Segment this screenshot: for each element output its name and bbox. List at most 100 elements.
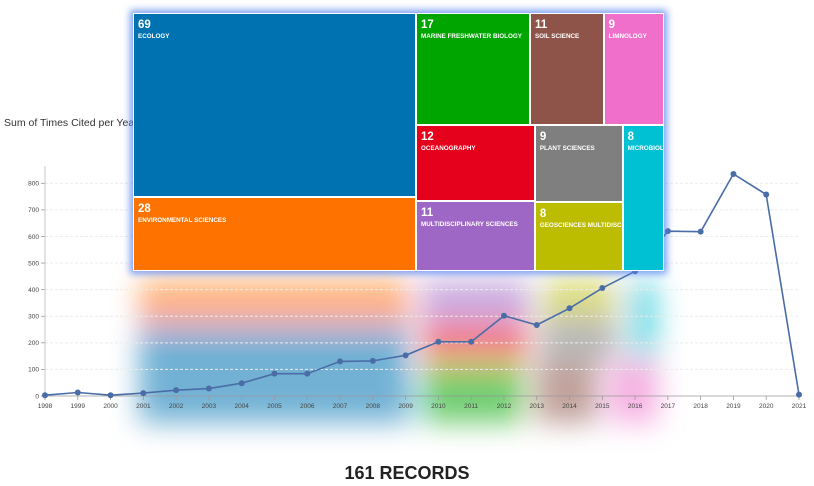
x-tick-label: 2011 xyxy=(464,403,478,410)
treemap-cell-label: ENVIRONMENTAL SCIENCES xyxy=(138,216,227,224)
reflection-blob xyxy=(422,281,529,320)
y-tick-label: 300 xyxy=(28,314,39,321)
data-point[interactable] xyxy=(173,387,180,394)
treemap-cell-label: SOIL SCIENCE xyxy=(534,33,580,40)
x-tick-label: 2004 xyxy=(234,403,249,410)
x-tick-label: 2013 xyxy=(530,403,545,410)
data-point[interactable] xyxy=(533,322,540,329)
x-tick-label: 2017 xyxy=(661,403,676,410)
x-tick-label: 2007 xyxy=(333,403,348,410)
reflection-blob xyxy=(422,361,524,423)
x-tick-label: 1998 xyxy=(38,403,53,410)
reflection-blob xyxy=(535,361,598,423)
x-tick-label: 2002 xyxy=(169,403,184,410)
data-point[interactable] xyxy=(697,228,704,235)
x-tick-label: 2012 xyxy=(497,403,512,410)
treemap-cell-marine-freshwater-biology[interactable]: 17 MARINE FRESHWATER BIOLOGY xyxy=(416,13,530,126)
data-point[interactable] xyxy=(205,385,212,392)
treemap-cell-count: 8 xyxy=(627,131,635,144)
chart-axes: 0 100 200 300 400 500 600 700 800 1998 1999 2000 200… xyxy=(28,166,807,410)
y-tick-label: 200 xyxy=(28,340,39,347)
x-tick-label: 2014 xyxy=(562,403,577,410)
data-point[interactable] xyxy=(140,390,147,397)
x-tick-label: 2008 xyxy=(366,403,381,410)
data-point[interactable] xyxy=(107,392,114,399)
x-tick-label: 2020 xyxy=(759,403,774,410)
treemap-cell-count: 9 xyxy=(608,19,616,31)
treemap-cell-count: 9 xyxy=(539,131,547,144)
treemap-cell-label: GEOSCIENCES MULTIDISCIPLINARY xyxy=(539,222,622,230)
y-tick-label: 0 xyxy=(35,393,39,400)
reflection-blob xyxy=(628,281,658,362)
x-tick-label: 1999 xyxy=(71,403,86,410)
treemap-cell-environmental-sciences[interactable]: 28 ENVIRONMENTAL SCIENCES xyxy=(133,196,416,271)
data-point[interactable] xyxy=(435,338,442,345)
treemap-reflection-glow xyxy=(139,281,658,423)
data-point[interactable] xyxy=(500,312,507,319)
category-treemap: 69 ECOLOGY 28 ENVIRONMENTAL SCIENCES 17 MARIN… xyxy=(133,13,664,271)
treemap-cell-ecology[interactable]: 69 ECOLOGY xyxy=(133,13,416,197)
x-tick-label: 2021 xyxy=(792,403,807,410)
treemap-cell-plant-sciences[interactable]: 9 PLANT SCIENCES xyxy=(534,125,623,203)
x-tick-label: 2000 xyxy=(103,403,118,410)
data-point[interactable] xyxy=(664,228,671,235)
reflection-blob xyxy=(139,281,411,322)
data-point[interactable] xyxy=(763,191,770,198)
y-tick-label: 700 xyxy=(28,207,39,214)
treemap-cell-label: MULTIDISCIPLINARY SCIENCES xyxy=(421,221,518,229)
treemap-cell-count: 69 xyxy=(138,19,151,31)
data-point[interactable] xyxy=(730,170,737,177)
treemap-cell-label: MICROBIOLOGY xyxy=(627,145,664,153)
data-point[interactable] xyxy=(304,370,311,377)
data-point[interactable] xyxy=(599,285,606,292)
x-tick-label: 2009 xyxy=(398,403,413,410)
x-tick-label: 2015 xyxy=(595,403,610,410)
treemap-cell-label: ECOLOGY xyxy=(138,33,170,40)
data-point[interactable] xyxy=(402,352,409,359)
treemap-cell-soil-science[interactable]: 11 SOIL SCIENCE xyxy=(529,13,604,126)
y-tick-label: 500 xyxy=(28,260,39,267)
treemap-cell-label: PLANT SCIENCES xyxy=(539,145,595,153)
data-point[interactable] xyxy=(796,391,802,398)
x-tick-label: 2006 xyxy=(300,403,315,410)
treemap-cell-limnology[interactable]: 9 LIMNOLOGY xyxy=(603,13,664,126)
treemap-cell-count: 11 xyxy=(534,19,548,31)
treemap-cell-label: LIMNOLOGY xyxy=(608,33,647,40)
treemap-cell-label: OCEANOGRAPHY xyxy=(421,145,476,153)
reflection-blob xyxy=(609,361,658,423)
x-tick-label: 2019 xyxy=(726,403,741,410)
treemap-cell-count: 12 xyxy=(421,131,434,144)
treemap-cell-label: MARINE FRESHWATER BIOLOGY xyxy=(421,33,522,40)
treemap-cell-microbiology[interactable]: 8MICROBIOLOGY xyxy=(622,125,664,271)
treemap-cell-oceanography[interactable]: 12 OCEANOGRAPHY xyxy=(416,125,535,202)
data-point[interactable] xyxy=(468,338,475,345)
treemap-cell-count: 8 xyxy=(539,208,547,221)
data-point[interactable] xyxy=(566,305,573,312)
x-tick-label: 2016 xyxy=(628,403,643,410)
treemap-cell-count: 28 xyxy=(138,202,151,215)
series-line xyxy=(44,172,800,397)
x-tick-label: 2005 xyxy=(267,403,282,410)
x-tick-label: 2018 xyxy=(693,403,708,410)
data-point[interactable] xyxy=(238,380,245,387)
x-tick-label: 2010 xyxy=(431,403,446,410)
y-axis-label: Sum of Times Cited per Year xyxy=(4,117,138,129)
reflection-blob xyxy=(540,318,617,362)
data-point[interactable] xyxy=(369,357,376,364)
treemap-cell-count: 17 xyxy=(421,19,434,31)
data-point[interactable] xyxy=(42,392,48,399)
y-tick-label: 600 xyxy=(28,234,39,241)
y-tick-label: 800 xyxy=(28,181,39,188)
data-point[interactable] xyxy=(74,389,81,396)
treemap-cell-multidisciplinary-sciences[interactable]: 11 MULTIDISCIPLINARY SCIENCES xyxy=(416,201,535,271)
records-count: 161 RECORDS xyxy=(344,463,470,483)
x-tick-label: 2001 xyxy=(136,403,151,410)
y-tick-label: 400 xyxy=(28,287,39,294)
treemap-cell-count: 11 xyxy=(421,207,434,220)
chart-series xyxy=(42,170,802,399)
data-point[interactable] xyxy=(337,358,344,365)
data-point[interactable] xyxy=(271,370,278,377)
x-tick-label: 2003 xyxy=(202,403,217,410)
